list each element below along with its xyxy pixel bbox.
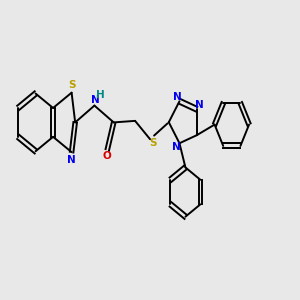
Text: N: N <box>91 95 100 105</box>
Text: N: N <box>67 155 76 165</box>
Text: S: S <box>149 138 157 148</box>
Text: N: N <box>172 142 181 152</box>
Text: S: S <box>68 80 75 90</box>
Text: H: H <box>96 89 104 100</box>
Text: O: O <box>103 151 112 161</box>
Text: N: N <box>173 92 182 102</box>
Text: N: N <box>195 100 203 110</box>
